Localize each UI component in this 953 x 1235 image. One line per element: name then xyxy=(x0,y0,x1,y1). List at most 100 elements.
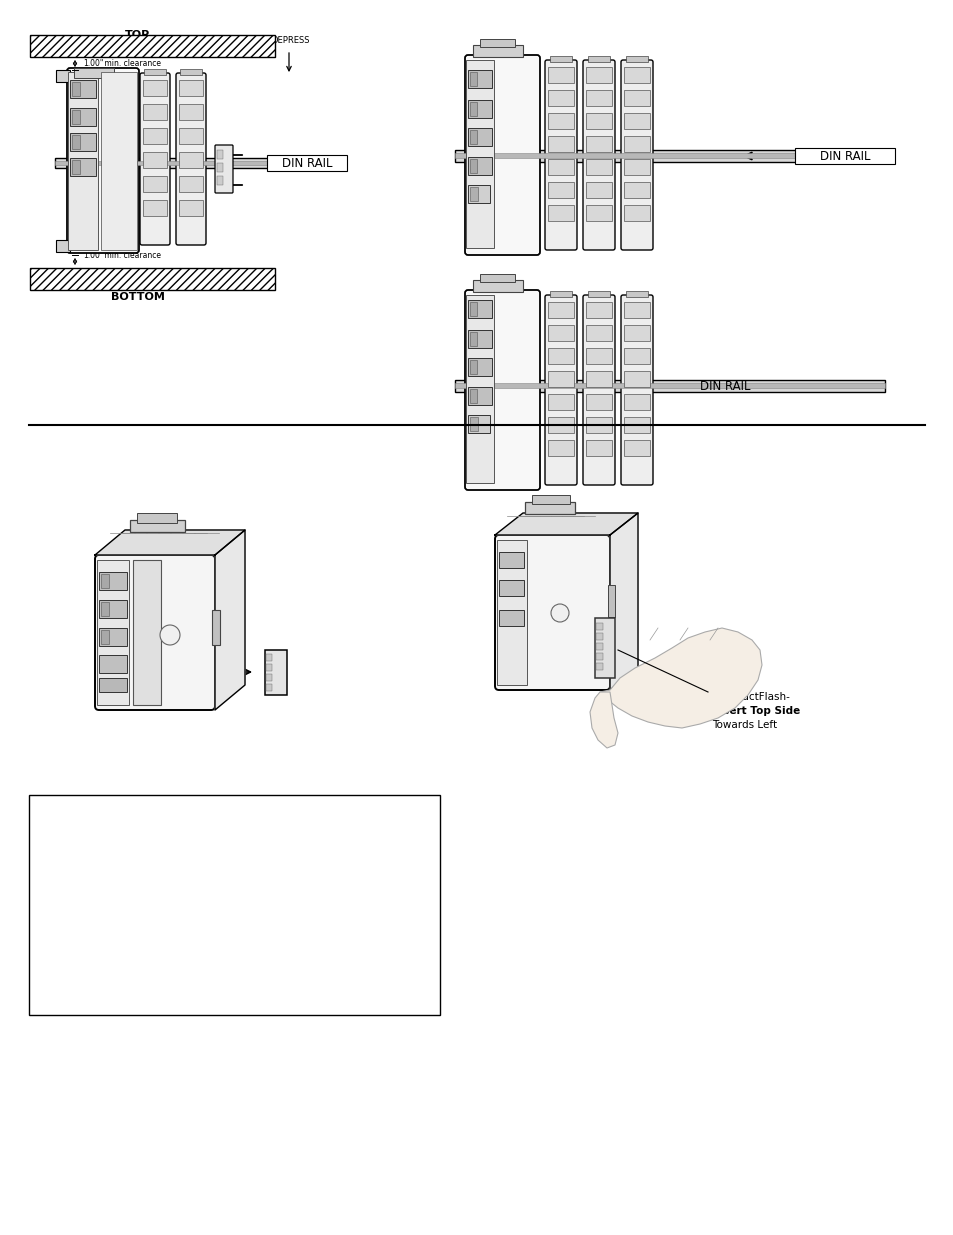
Bar xyxy=(585,440,612,456)
FancyBboxPatch shape xyxy=(95,555,214,710)
Bar xyxy=(68,72,98,249)
Bar xyxy=(455,149,884,162)
Bar xyxy=(179,80,203,96)
Bar xyxy=(479,40,515,47)
Bar xyxy=(144,69,166,75)
Bar xyxy=(468,100,492,119)
Bar xyxy=(470,159,476,173)
Bar xyxy=(267,156,347,170)
Bar xyxy=(56,70,70,82)
Bar xyxy=(468,358,492,375)
Bar xyxy=(468,387,492,405)
Bar xyxy=(468,128,492,146)
Bar xyxy=(585,205,612,221)
Bar xyxy=(596,643,602,650)
Bar xyxy=(266,684,272,692)
Text: DEPRESS: DEPRESS xyxy=(271,36,309,44)
Bar xyxy=(143,80,167,96)
Bar xyxy=(587,56,609,62)
Bar xyxy=(547,205,574,221)
Bar xyxy=(547,90,574,106)
Bar xyxy=(547,417,574,433)
Bar xyxy=(547,325,574,341)
Bar xyxy=(470,303,476,316)
Bar xyxy=(99,655,127,673)
Bar xyxy=(137,513,177,522)
Bar xyxy=(585,159,612,175)
Bar xyxy=(623,159,649,175)
Bar xyxy=(470,389,476,403)
Text: TOP: TOP xyxy=(125,30,151,40)
Bar xyxy=(468,157,492,175)
Bar xyxy=(498,552,523,568)
Bar xyxy=(101,574,109,588)
Bar xyxy=(585,90,612,106)
Bar xyxy=(623,325,649,341)
Bar xyxy=(216,163,223,172)
Bar xyxy=(470,359,476,374)
Bar xyxy=(143,200,167,216)
Bar xyxy=(71,110,80,124)
Bar xyxy=(596,634,602,640)
Bar xyxy=(607,585,615,618)
Bar xyxy=(623,370,649,387)
Bar xyxy=(623,417,649,433)
Bar xyxy=(550,291,572,296)
Bar xyxy=(71,161,80,174)
Bar xyxy=(547,67,574,83)
Bar xyxy=(498,610,523,626)
Bar xyxy=(468,300,492,317)
Bar xyxy=(130,520,185,532)
Bar xyxy=(143,152,167,168)
Bar xyxy=(585,348,612,364)
Bar xyxy=(99,678,127,692)
FancyBboxPatch shape xyxy=(175,73,206,245)
Bar xyxy=(101,72,137,249)
Bar xyxy=(101,601,109,616)
Bar xyxy=(143,128,167,144)
Circle shape xyxy=(551,604,568,622)
Text: DIN RAIL: DIN RAIL xyxy=(700,379,750,393)
Polygon shape xyxy=(609,513,638,690)
Bar xyxy=(70,80,96,98)
Bar xyxy=(29,795,439,1015)
Bar xyxy=(623,90,649,106)
Bar xyxy=(585,370,612,387)
Text: Towards Left: Towards Left xyxy=(711,720,777,730)
FancyBboxPatch shape xyxy=(67,68,139,253)
Polygon shape xyxy=(589,692,618,748)
Bar xyxy=(596,663,602,671)
Text: 1.00": 1.00" xyxy=(83,58,103,68)
Bar xyxy=(623,67,649,83)
Bar xyxy=(470,417,477,431)
Bar xyxy=(266,674,272,680)
Text: min. clearance: min. clearance xyxy=(83,58,161,68)
Bar xyxy=(547,370,574,387)
Bar xyxy=(56,240,70,252)
Bar xyxy=(455,380,884,391)
Bar xyxy=(70,107,96,126)
Bar xyxy=(470,103,476,116)
Bar xyxy=(179,128,203,144)
Bar xyxy=(585,112,612,128)
Bar xyxy=(623,348,649,364)
Bar xyxy=(97,559,129,705)
Bar xyxy=(547,394,574,410)
Text: min. clearance: min. clearance xyxy=(83,251,161,259)
Bar xyxy=(595,618,615,678)
Bar xyxy=(179,152,203,168)
Bar xyxy=(547,440,574,456)
Bar xyxy=(623,136,649,152)
Bar xyxy=(143,104,167,120)
Bar xyxy=(265,650,287,695)
Bar xyxy=(468,70,492,88)
Bar xyxy=(55,161,325,165)
Bar xyxy=(623,205,649,221)
Bar xyxy=(585,182,612,198)
Bar xyxy=(465,295,494,483)
FancyBboxPatch shape xyxy=(582,61,615,249)
Bar xyxy=(585,67,612,83)
Bar xyxy=(547,136,574,152)
Bar xyxy=(473,44,522,57)
Bar xyxy=(70,158,96,177)
